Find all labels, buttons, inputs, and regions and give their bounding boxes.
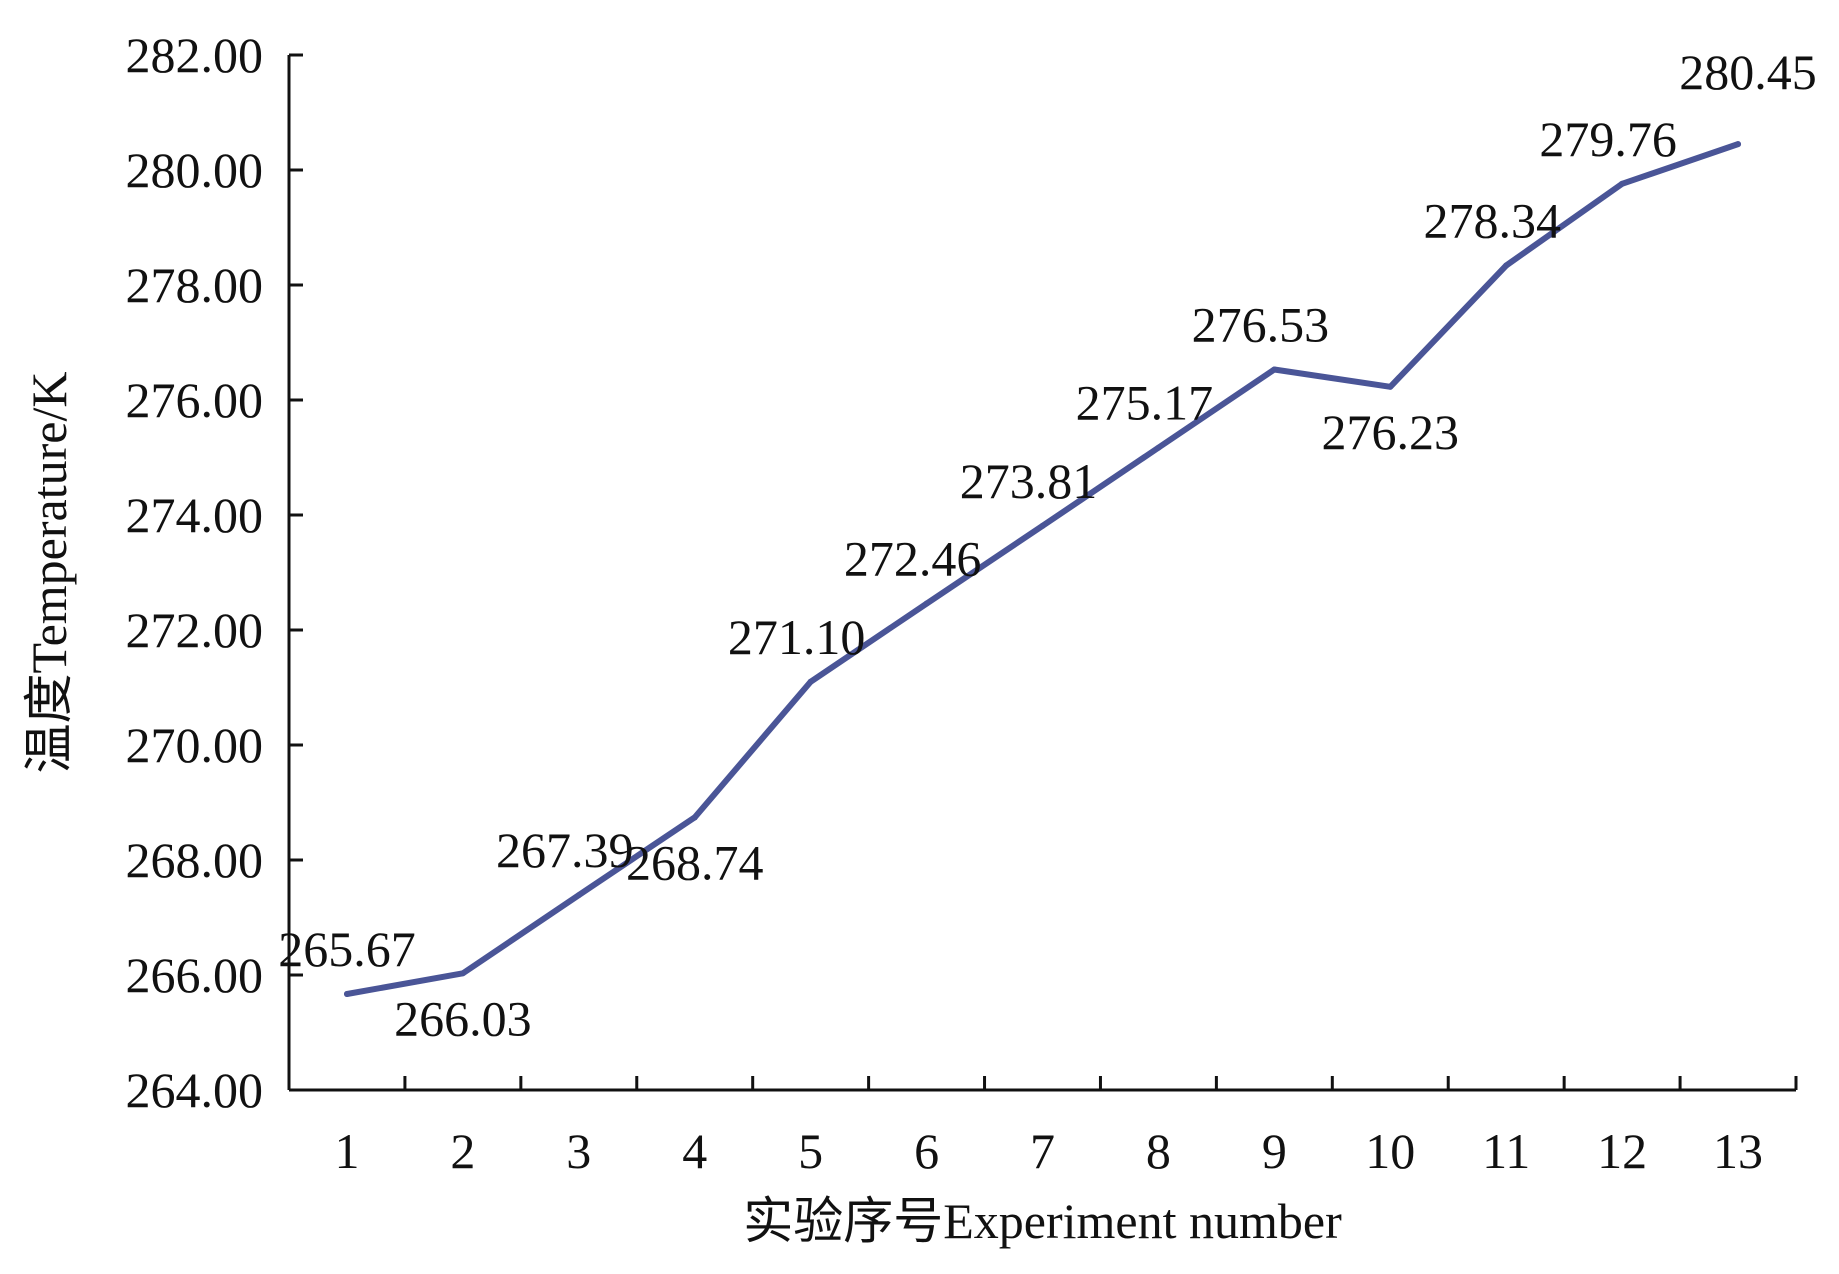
x-tick-label: 6 [914, 1123, 939, 1179]
x-tick-label: 13 [1713, 1123, 1763, 1179]
data-label: 280.45 [1679, 44, 1817, 100]
x-tick-label: 5 [798, 1123, 823, 1179]
data-label: 273.81 [960, 453, 1098, 509]
x-tick-label: 3 [566, 1123, 591, 1179]
series-group [343, 141, 1742, 997]
x-tick-label: 8 [1146, 1123, 1171, 1179]
x-tick-label: 7 [1030, 1123, 1055, 1179]
data-point [1619, 180, 1626, 187]
data-point [459, 970, 466, 977]
y-tick-label: 280.00 [126, 142, 264, 198]
data-label: 275.17 [1076, 375, 1214, 431]
y-axis-ticks: 264.00 266.00 268.00 270.00 272.00 274.00 276.… [126, 27, 303, 1118]
data-label: 272.46 [844, 531, 982, 587]
x-axis-title: 实验序号Experiment number [743, 1193, 1342, 1249]
y-tick-label: 282.00 [126, 27, 264, 83]
data-label: 265.67 [278, 921, 416, 977]
y-tick-label: 270.00 [126, 717, 264, 773]
data-point [923, 600, 930, 607]
data-point [1387, 383, 1394, 390]
data-point [1271, 366, 1278, 373]
y-tick-label: 264.00 [126, 1062, 264, 1118]
data-label: 276.53 [1192, 297, 1330, 353]
y-tick-label: 266.00 [126, 947, 264, 1003]
data-label: 278.34 [1423, 192, 1561, 248]
data-label: 276.23 [1322, 404, 1460, 460]
data-label: 267.39 [496, 822, 634, 878]
data-point [807, 678, 814, 685]
x-tick-label: 12 [1597, 1123, 1647, 1179]
y-tick-label: 276.00 [126, 372, 264, 428]
data-point [691, 814, 698, 821]
axes [287, 55, 1796, 1092]
x-tick-label: 1 [334, 1123, 359, 1179]
data-point [1155, 444, 1162, 451]
data-point [1503, 262, 1510, 269]
data-point [1039, 522, 1046, 529]
x-tick-label: 9 [1262, 1123, 1287, 1179]
x-tick-label: 2 [450, 1123, 475, 1179]
data-label: 266.03 [394, 990, 532, 1046]
x-axis-ticks: 1 2 3 4 5 6 7 8 9 10 11 12 13 [287, 1076, 1798, 1179]
x-tick-label: 11 [1482, 1123, 1530, 1179]
data-label: 279.76 [1539, 111, 1677, 167]
x-tick-label: 10 [1365, 1123, 1415, 1179]
data-point [575, 892, 582, 899]
data-point [343, 990, 350, 997]
y-tick-label: 278.00 [126, 257, 264, 313]
y-tick-label: 268.00 [126, 832, 264, 888]
data-label: 271.10 [728, 609, 866, 665]
data-point [1735, 141, 1742, 148]
y-tick-label: 274.00 [126, 487, 264, 543]
x-tick-label: 4 [682, 1123, 707, 1179]
data-label: 268.74 [626, 834, 764, 890]
y-axis-title: 温度Temperature/K [21, 372, 77, 774]
y-tick-label: 272.00 [126, 602, 264, 658]
